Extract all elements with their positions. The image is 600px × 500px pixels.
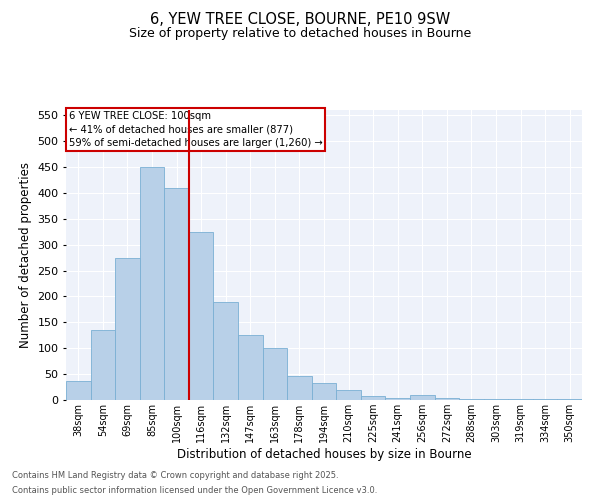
Bar xyxy=(238,336,263,400)
Text: 6 YEW TREE CLOSE: 100sqm
← 41% of detached houses are smaller (877)
59% of semi-: 6 YEW TREE CLOSE: 100sqm ← 41% of detach… xyxy=(68,112,322,148)
Y-axis label: Number of detached properties: Number of detached properties xyxy=(19,162,32,348)
Bar xyxy=(263,348,287,400)
Bar xyxy=(287,376,312,400)
Bar xyxy=(385,398,410,400)
Bar xyxy=(115,258,140,400)
Bar xyxy=(66,381,91,400)
Bar xyxy=(434,398,459,400)
Text: Contains HM Land Registry data © Crown copyright and database right 2025.: Contains HM Land Registry data © Crown c… xyxy=(12,471,338,480)
Bar xyxy=(189,232,214,400)
Bar xyxy=(312,384,336,400)
Bar xyxy=(91,330,115,400)
Text: Size of property relative to detached houses in Bourne: Size of property relative to detached ho… xyxy=(129,28,471,40)
Bar xyxy=(459,399,484,400)
X-axis label: Distribution of detached houses by size in Bourne: Distribution of detached houses by size … xyxy=(176,448,472,461)
Text: Contains public sector information licensed under the Open Government Licence v3: Contains public sector information licen… xyxy=(12,486,377,495)
Text: 6, YEW TREE CLOSE, BOURNE, PE10 9SW: 6, YEW TREE CLOSE, BOURNE, PE10 9SW xyxy=(150,12,450,28)
Bar xyxy=(361,396,385,400)
Bar xyxy=(410,396,434,400)
Bar xyxy=(164,188,189,400)
Bar xyxy=(140,167,164,400)
Bar xyxy=(214,302,238,400)
Bar xyxy=(336,390,361,400)
Bar xyxy=(484,399,508,400)
